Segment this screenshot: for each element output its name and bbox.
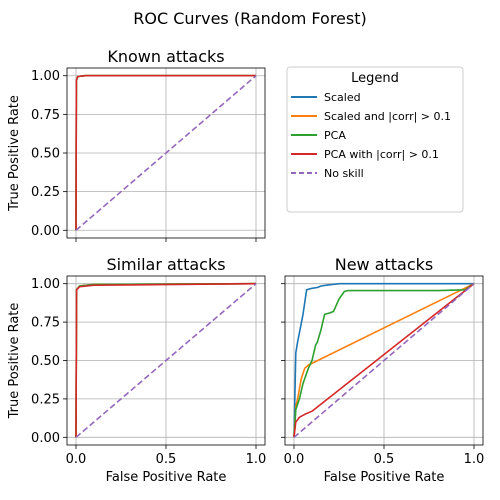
y-tick-label: 1.00	[31, 277, 60, 292]
y-tick-label: 0.75	[31, 316, 60, 331]
y-tick-label: 0.00	[31, 431, 60, 446]
legend-entry: PCA with |corr| > 0.1	[291, 148, 439, 161]
x-tick-label: 0.5	[374, 452, 395, 467]
panel-similar-attacks: 0.0 0.5 1.0 0.00 0.25 0.50 0.75 1.00 Similar att…	[7, 255, 266, 485]
series-group	[293, 282, 475, 438]
y-tick-label: 0.50	[31, 147, 60, 162]
x-tick-label: 0.5	[156, 452, 177, 467]
legend-entry: No skill	[291, 167, 364, 180]
panel-known-attacks: 0.00 0.25 0.50 0.75 1.00 Known attacks True Po…	[7, 47, 266, 242]
roc-line-pca-with-corr-0-1	[75, 74, 256, 231]
y-tick-label: 1.00	[31, 69, 60, 84]
x-tick-label: 0.0	[284, 452, 305, 467]
panel-title: New attacks	[335, 255, 434, 274]
series-group	[75, 74, 257, 231]
y-tick-label: 0.25	[31, 185, 60, 200]
roc-line-pca-with-corr-0-1	[75, 282, 257, 438]
legend-entry: Scaled and |corr| > 0.1	[291, 110, 451, 123]
legend-entry: PCA	[291, 129, 346, 142]
roc-line-scaled-and-corr-0-1	[293, 282, 475, 438]
roc-line-no-skill	[293, 283, 475, 438]
panel-new-attacks: 0.0 0.5 1.0 New attacks False Positive Rate	[281, 255, 484, 485]
legend: Legend Scaled Scaled and |corr| > 0.1 PCA P…	[286, 66, 464, 213]
roc-line-pca	[293, 283, 475, 438]
series-group	[75, 282, 257, 438]
x-tick-label: 1.0	[246, 452, 267, 467]
legend-label: Scaled and |corr| > 0.1	[324, 110, 451, 123]
y-tick-label: 0.75	[31, 108, 60, 123]
x-axis-label: False Positive Rate	[106, 470, 227, 485]
x-tick-label: 0.0	[66, 452, 87, 467]
legend-entry: Scaled	[291, 91, 361, 104]
legend-label: PCA with |corr| > 0.1	[324, 148, 439, 161]
figure-suptitle: ROC Curves (Random Forest)	[133, 9, 367, 28]
legend-title: Legend	[351, 71, 399, 86]
y-tick-label: 0.25	[31, 392, 60, 407]
roc-line-no-skill	[75, 283, 257, 438]
y-tick-label: 0.00	[31, 224, 60, 239]
roc-line-scaled	[293, 282, 474, 438]
panel-title: Similar attacks	[106, 255, 225, 274]
legend-label: PCA	[324, 129, 346, 142]
legend-label: Scaled	[324, 91, 361, 104]
y-axis-label: True Positive Rate	[7, 95, 22, 212]
x-tick-label: 1.0	[464, 452, 485, 467]
y-tick-label: 0.50	[31, 354, 60, 369]
legend-label: No skill	[324, 167, 364, 180]
x-axis-label: False Positive Rate	[324, 470, 445, 485]
roc-line-pca-with-corr-0-1	[293, 283, 475, 438]
panel-title: Known attacks	[107, 47, 224, 66]
roc-line-no-skill	[75, 75, 257, 231]
y-axis-label: True Positive Rate	[7, 303, 22, 420]
legend-box	[286, 66, 464, 213]
